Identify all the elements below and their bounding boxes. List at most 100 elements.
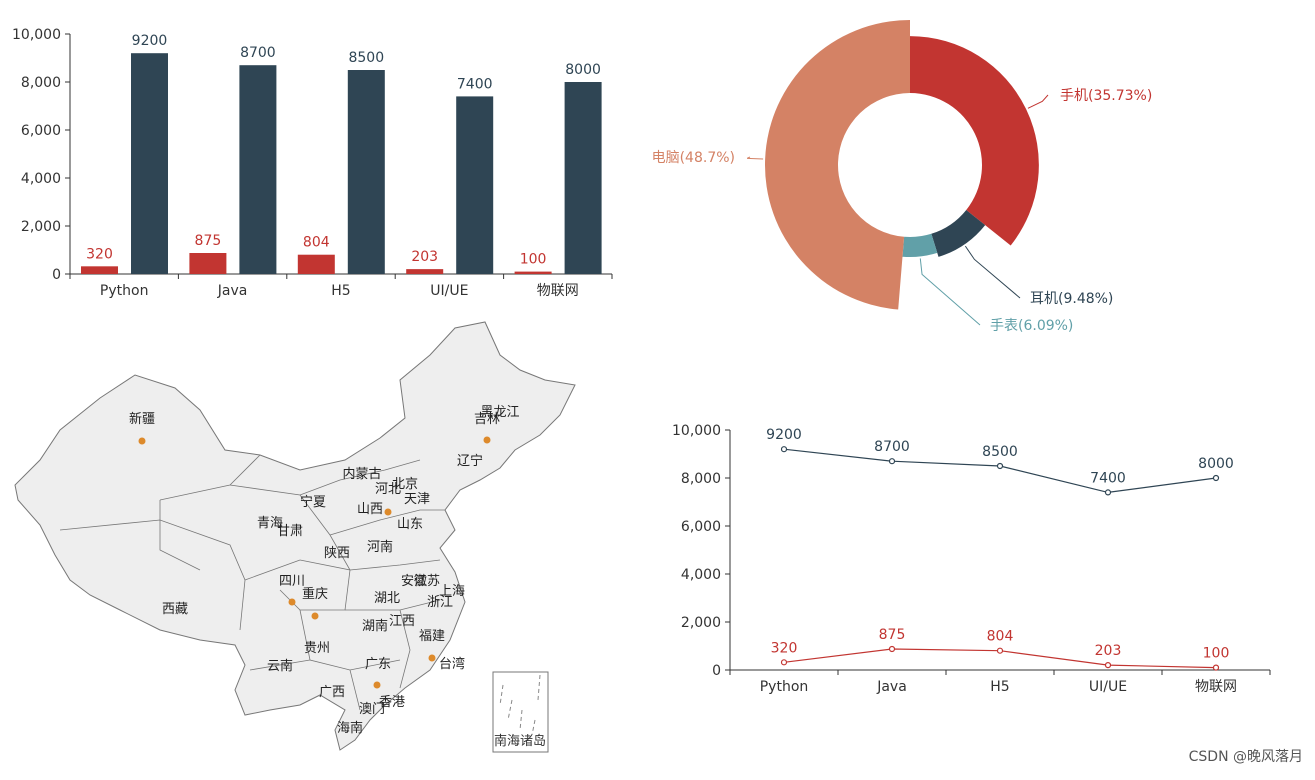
province-label: 重庆 [302, 586, 328, 602]
pie-slice [931, 209, 986, 257]
province-border [349, 669, 361, 711]
y-tick-label: 4,000 [681, 567, 721, 583]
bar [564, 82, 602, 274]
y-tick-label: 6,000 [681, 519, 721, 535]
line-chart-panel: 0 2,000 4,000 6,000 8,000 10,000 Python Java H5 U… [640, 400, 1315, 730]
y-tick-label: 0 [52, 267, 61, 283]
bar [297, 254, 335, 274]
bar [239, 65, 277, 274]
province-label: 广东 [365, 657, 391, 672]
y-tick-label: 0 [712, 663, 721, 679]
province-label: 河南 [367, 539, 393, 555]
inset-label: 南海诸岛 [494, 733, 546, 749]
inset-dash [499, 684, 504, 706]
province-label: 宁夏 [300, 494, 326, 510]
x-tick-label: UI/UE [1089, 679, 1127, 695]
data-label: 9200 [766, 427, 802, 443]
y-tick-label: 2,000 [21, 219, 61, 235]
bar [514, 271, 552, 274]
province-border [399, 609, 411, 689]
pie-leader-line [1027, 94, 1049, 109]
province-border [329, 509, 445, 536]
data-label: 804 [303, 235, 330, 251]
bar [131, 53, 168, 275]
pie-slice [764, 20, 910, 310]
province-label: 台湾 [439, 656, 465, 672]
province-label: 天津 [404, 492, 430, 507]
province-label: 北京 [392, 477, 418, 492]
data-label: 875 [879, 627, 906, 643]
province-label: 西藏 [162, 602, 188, 617]
china-map-outline [14, 321, 576, 751]
bar [456, 96, 494, 275]
data-label: 320 [86, 246, 113, 262]
y-tick-label: 6,000 [21, 123, 61, 139]
x-tick-label: Java [217, 283, 248, 299]
province-label: 江苏 [414, 573, 440, 589]
province-label: 上海 [439, 584, 465, 599]
map-point [288, 598, 296, 606]
province-border [159, 500, 201, 571]
x-tick-label: H5 [331, 283, 350, 299]
data-label: 8500 [348, 50, 384, 66]
line-point [1212, 474, 1220, 482]
data-label: 203 [1095, 643, 1122, 659]
province-label: 河北 [375, 482, 401, 497]
data-label: 7400 [457, 76, 493, 92]
province-label: 山西 [357, 502, 383, 517]
bar [81, 266, 118, 274]
province-label: 湖南 [362, 618, 388, 634]
y-tick-label: 4,000 [21, 171, 61, 187]
data-label: 804 [987, 629, 1014, 645]
province-border [59, 519, 246, 631]
map-panel: 南海诸岛 新疆 西藏 青海 甘肃 宁夏 内蒙古 黑龙江 吉林 辽宁 河北 北京 天津 山西 山东 陕西 河南 四川… [0, 310, 640, 776]
data-label: 203 [411, 249, 438, 265]
data-label: 100 [520, 252, 547, 268]
bar-chart-panel: 0 2,000 4,000 6,000 8,000 10,000 Python 320 9200… [0, 0, 640, 310]
bar [189, 253, 227, 274]
data-label: 8000 [565, 62, 601, 78]
line-point [1212, 664, 1220, 671]
inset-dash [519, 709, 523, 731]
pie-leader-line [746, 156, 764, 160]
x-tick-label: Python [100, 283, 149, 299]
pie-chart: 手机(35.73%) 耳机(9.48%) 手表(6.09%) 电脑(48.7%) [652, 20, 1152, 334]
bar [406, 269, 444, 274]
province-label: 安徽 [401, 574, 427, 589]
pie-chart-panel: 手机(35.73%) 耳机(9.48%) 手表(6.09%) 电脑(48.7%) [640, 0, 1315, 345]
province-label: 香港 [379, 695, 405, 710]
map-point [373, 681, 381, 689]
x-tick-label: 物联网 [1195, 679, 1237, 695]
province-label: 贵州 [304, 641, 330, 656]
data-label: 8700 [240, 45, 276, 61]
line-point [1104, 662, 1112, 669]
province-label: 福建 [419, 629, 445, 644]
x-tick-label: H5 [990, 679, 1009, 695]
data-label: 320 [771, 640, 798, 656]
map-point [311, 612, 319, 620]
line-point [1104, 489, 1112, 496]
data-label: 8500 [982, 444, 1018, 460]
bar-chart: 0 2,000 4,000 6,000 8,000 10,000 Python 320 9200… [12, 27, 613, 299]
data-label: 100 [1203, 646, 1230, 662]
pie-slice [910, 36, 1039, 246]
line-point [888, 645, 896, 653]
pie-slice [902, 233, 938, 257]
province-label: 云南 [267, 658, 293, 674]
x-tick-label: UI/UE [430, 283, 468, 299]
province-border [299, 459, 421, 496]
y-tick-label: 10,000 [672, 423, 721, 439]
y-tick-label: 2,000 [681, 615, 721, 631]
data-label: 875 [195, 233, 222, 249]
y-tick-label: 10,000 [12, 27, 61, 43]
pie-slice-label: 手表(6.09%) [990, 318, 1073, 334]
province-label: 新疆 [129, 411, 155, 427]
pie-slice-label: 手机(35.73%) [1060, 88, 1152, 104]
province-label: 黑龙江 [480, 405, 519, 420]
pie-leader-line [964, 245, 1021, 299]
inset-dash [507, 699, 513, 721]
province-border [299, 609, 401, 671]
province-border [229, 484, 351, 571]
province-label: 湖北 [374, 591, 400, 606]
pie-slice-label: 耳机(9.48%) [1030, 291, 1113, 307]
